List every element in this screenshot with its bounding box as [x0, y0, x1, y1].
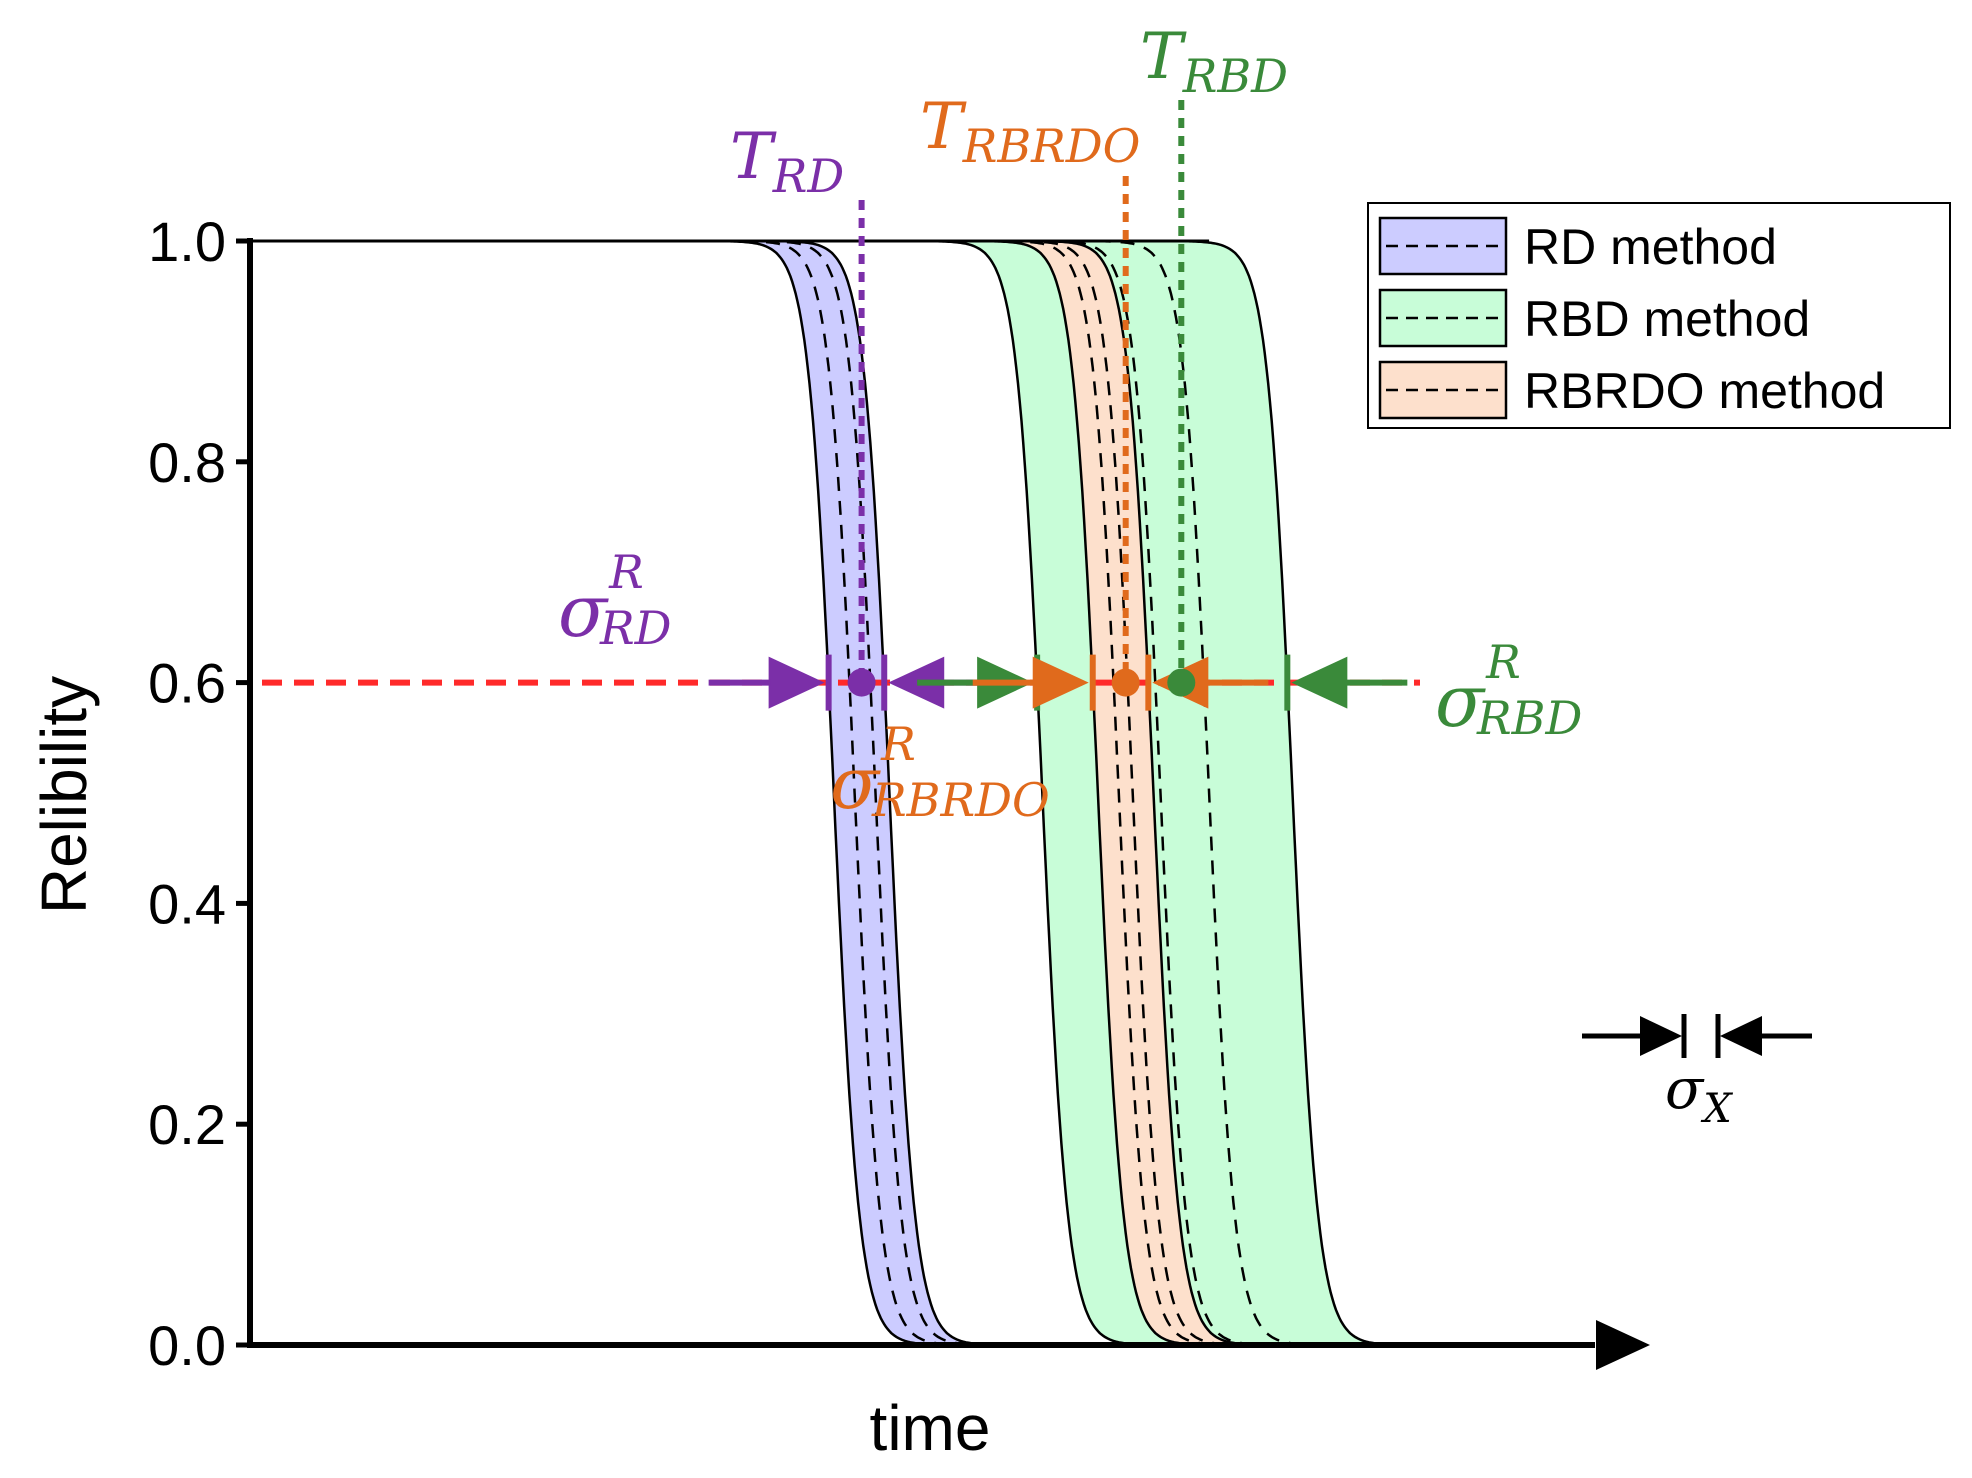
- sigma-rbd-label: σR RBD: [1435, 635, 1582, 745]
- y-tick-label: 0.2: [148, 1093, 226, 1156]
- x-axis-title: time: [870, 1392, 991, 1464]
- sigma-x-right-arrow: [1720, 1016, 1762, 1056]
- legend-item: RD method: [1378, 216, 1777, 276]
- t_rbd-dot: [1167, 668, 1196, 697]
- y-tick-label: 0.4: [148, 872, 226, 935]
- legend-swatch: [1378, 216, 1508, 276]
- y-tick-label: 1.0: [148, 210, 226, 273]
- t_rd-dot: [847, 668, 876, 697]
- legend-label: RBRDO method: [1524, 363, 1885, 419]
- y-tick-label: 0.8: [148, 431, 226, 494]
- y-tick-label: 0.6: [148, 652, 226, 715]
- sigma-x-label: σX: [1665, 1057, 1733, 1132]
- y-ticks: 0.0 0.2 0.4 0.6 0.8 1.0: [148, 210, 250, 1377]
- sigma-x-left-arrow: [1640, 1016, 1682, 1056]
- t-rd-label: TRD: [730, 120, 844, 203]
- sigma-rbd-right-arrow: [1291, 656, 1348, 709]
- x-axis-arrowhead: [1596, 1320, 1650, 1370]
- sigma-rd-left-arrow: [768, 656, 825, 709]
- legend-item: RBD method: [1378, 288, 1810, 348]
- legend: RD method RBD method RBRDO method: [1367, 202, 1951, 429]
- sigma-x-scale: [1582, 1014, 1812, 1058]
- legend-item: RBRDO method: [1378, 360, 1885, 420]
- t-rbrdo-label: TRBRDO: [920, 90, 1140, 173]
- t-rbd-label: TRBD: [1140, 20, 1288, 103]
- band-rbd-method: [833, 241, 1501, 1345]
- y-axis-title: Relibility: [28, 676, 100, 914]
- y-tick-label: 0.0: [148, 1314, 226, 1377]
- legend-label: RBD method: [1524, 291, 1810, 347]
- legend-label: RD method: [1524, 219, 1777, 275]
- t_rbrdo-dot: [1111, 668, 1140, 697]
- annotations: TRD TRBRDO TRBD σR RD σR RBRDO σR RBD σX: [558, 20, 1733, 1132]
- legend-swatch: [1378, 360, 1508, 420]
- annotation-markers: [262, 100, 1420, 711]
- sigma-rbrdo-label: σR RBRDO: [830, 717, 1050, 827]
- band-rd-method: [625, 241, 1098, 1345]
- band-rbrdo-method: [889, 241, 1362, 1345]
- sigma-rd-right-arrow: [888, 656, 945, 709]
- sigma-rd-label: σR RD: [558, 545, 672, 655]
- sigma-rbrdo-left-arrow: [1032, 656, 1089, 709]
- legend-swatch: [1378, 288, 1508, 348]
